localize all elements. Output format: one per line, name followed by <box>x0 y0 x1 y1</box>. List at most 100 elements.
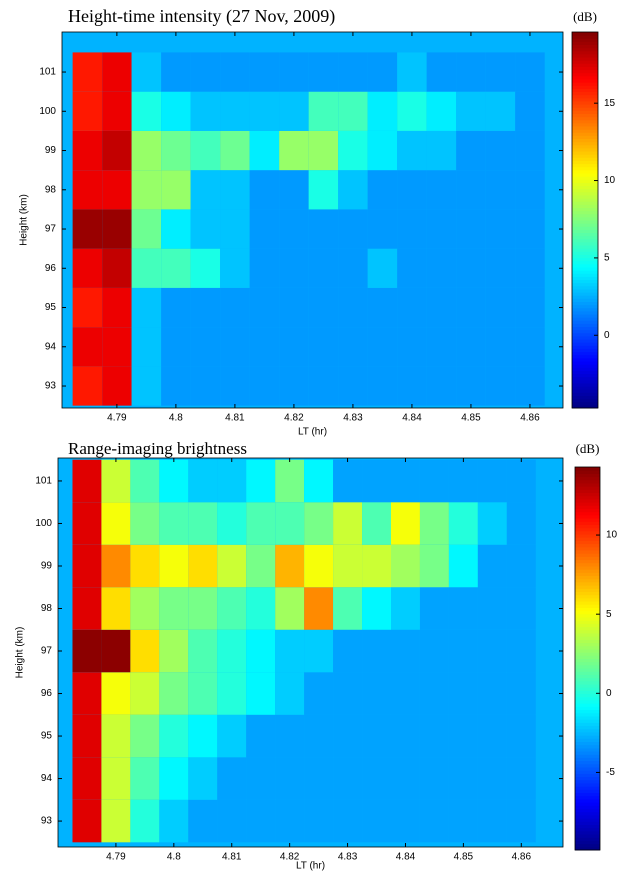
heatmap-cell <box>397 366 427 406</box>
colorbar-swatch <box>572 361 598 365</box>
heatmap-cell <box>485 170 516 210</box>
heatmap-cell <box>456 52 486 92</box>
heatmap-cell <box>188 672 218 715</box>
heatmap-cell <box>279 170 309 210</box>
heatmap-cell <box>130 714 160 758</box>
heatmap-cell <box>426 366 457 406</box>
heatmap-cell <box>246 544 276 588</box>
colorbar-swatch <box>572 119 598 124</box>
heatmap-cell <box>72 130 103 171</box>
heatmap-cell <box>159 757 189 800</box>
heatmap-cell <box>72 502 102 545</box>
colorbar-swatch <box>572 79 598 83</box>
heatmap-cell <box>419 714 449 758</box>
colorbar-swatch <box>575 562 600 567</box>
x-tick-label: 4.82 <box>280 852 300 863</box>
colorbar-swatch <box>572 395 598 400</box>
heatmap-cell <box>188 799 218 843</box>
y-tick-label: 97 <box>45 224 57 235</box>
heatmap-cell <box>448 714 478 758</box>
heatmap-cell <box>362 672 391 715</box>
heatmap-cell <box>485 366 516 406</box>
heatmap-cell <box>159 799 189 843</box>
colorbar-swatch <box>572 110 598 114</box>
colorbar-swatch <box>575 680 600 685</box>
heatmap-cell <box>448 587 478 630</box>
y-tick-label: 101 <box>39 67 56 78</box>
heatmap-cell <box>159 544 189 588</box>
colorbar-swatch <box>575 540 600 545</box>
heatmap-cell <box>338 366 368 406</box>
colorbar-swatch <box>575 549 600 554</box>
colorbar-swatch <box>572 204 598 208</box>
heatmap-cell <box>275 544 305 588</box>
colorbar-swatch <box>572 35 598 39</box>
heatmap-cell <box>308 130 339 171</box>
heatmap-cell <box>448 544 478 588</box>
y-tick-label: 96 <box>41 688 53 699</box>
colorbar-swatch <box>575 610 600 615</box>
colorbar-swatch <box>575 821 600 825</box>
x-tick-label: 4.79 <box>107 413 127 424</box>
heatmap-cell <box>72 629 102 673</box>
heatmap-cell <box>249 91 280 131</box>
heatmap-cell <box>275 459 305 503</box>
colorbar-swatch <box>572 389 598 393</box>
colorbar-swatch <box>572 248 598 252</box>
heatmap-cell <box>308 287 339 328</box>
colorbar-swatch <box>575 744 600 749</box>
colorbar-swatch <box>575 617 600 621</box>
heatmap-cell <box>279 366 309 406</box>
heatmap-cell <box>279 287 309 328</box>
colorbar-swatch <box>572 188 598 193</box>
heatmap-cell <box>72 587 102 630</box>
heatmap-cell <box>72 287 103 328</box>
heatmap-cell <box>477 587 507 630</box>
heatmap-cell <box>448 799 478 843</box>
colorbar-swatch <box>572 216 598 221</box>
colorbar-swatch <box>575 837 600 841</box>
heatmap-cell <box>397 130 427 171</box>
colorbar-swatch <box>575 632 600 637</box>
colorbar-swatch <box>572 207 598 212</box>
colorbar-swatch <box>575 687 600 691</box>
heatmap-cell <box>333 799 363 843</box>
colorbar-swatch <box>572 163 598 168</box>
heatmap-cell <box>130 459 160 503</box>
heatmap-cell <box>161 130 191 171</box>
heatmap-cell <box>485 209 516 249</box>
colorbar-swatch <box>572 141 598 146</box>
colorbar-swatch <box>575 703 600 707</box>
heatmap-cell <box>275 502 305 545</box>
colorbar-swatch <box>575 473 600 478</box>
heatmap-cell <box>279 209 309 249</box>
colorbar-swatch <box>572 179 598 183</box>
heatmap-cell <box>220 52 250 92</box>
colorbar-swatch <box>572 270 598 274</box>
colorbar-swatch <box>572 288 598 293</box>
colorbar-tick-label: -5 <box>606 767 615 778</box>
heatmap-cell <box>188 629 218 673</box>
heatmap-cell <box>72 672 102 715</box>
heatmap-cell <box>131 287 162 328</box>
heatmap-cell <box>72 248 103 288</box>
heatmap-cell <box>159 629 189 673</box>
colorbar-swatch <box>575 655 600 659</box>
colorbar-swatch <box>575 594 600 599</box>
colorbar-swatch <box>575 575 600 580</box>
heatmap-cell <box>217 714 247 758</box>
colorbar-swatch <box>572 245 598 249</box>
heatmap-cell <box>308 170 339 210</box>
heatmap-cell <box>101 757 131 800</box>
heatmap-cell <box>367 287 398 328</box>
heatmap-cell <box>390 587 420 630</box>
colorbar-label: (dB) <box>576 441 600 456</box>
colorbar-swatch <box>575 728 600 733</box>
colorbar-swatch <box>575 613 600 618</box>
colorbar-swatch <box>572 357 598 362</box>
heatmap-cell <box>333 587 363 630</box>
heatmap-cell <box>190 287 221 328</box>
heatmap-cell <box>426 248 457 288</box>
colorbar-swatch <box>572 298 598 302</box>
colorbar-swatch <box>575 479 600 484</box>
